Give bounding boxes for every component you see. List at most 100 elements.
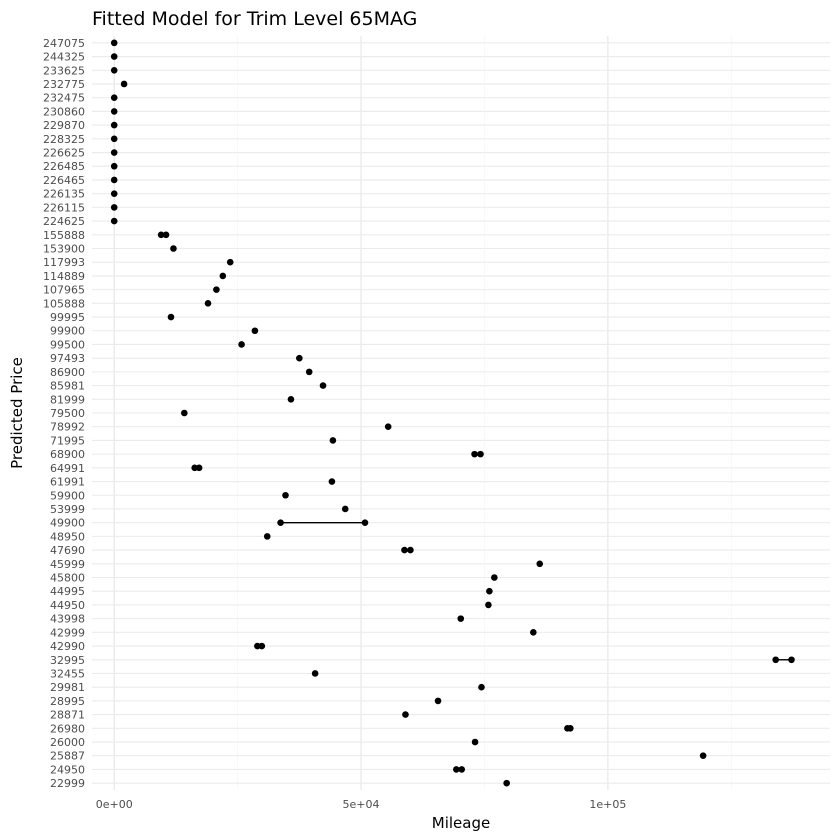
chart-title: Fitted Model for Trim Level 65MAG <box>92 8 417 30</box>
y-tick-label: 53999 <box>50 503 85 516</box>
y-tick-label: 79500 <box>50 407 85 420</box>
data-point <box>305 368 313 376</box>
data-point <box>167 313 175 321</box>
data-point <box>110 149 118 156</box>
y-tick-label: 153900 <box>43 242 85 255</box>
y-tick-label: 233625 <box>43 64 85 77</box>
y-tick-label: 232775 <box>43 78 85 91</box>
y-tick-label: 230860 <box>43 105 85 118</box>
data-point <box>530 629 537 636</box>
x-tick-label: 5e+04 <box>343 798 380 811</box>
y-tick-label: 244325 <box>43 51 85 64</box>
data-point <box>287 395 295 403</box>
data-point <box>296 354 303 362</box>
y-tick-label: 59900 <box>50 489 85 502</box>
y-tick-label: 44950 <box>50 599 85 612</box>
x-tick-label: 1e+05 <box>589 798 626 811</box>
data-point <box>477 450 484 458</box>
y-tick-label: 155888 <box>43 229 85 242</box>
y-tick-label: 48950 <box>50 530 85 543</box>
y-tick-label: 28871 <box>50 709 85 722</box>
data-point <box>485 601 492 609</box>
y-tick-label: 45800 <box>50 572 85 585</box>
data-point <box>503 779 510 787</box>
y-tick-label: 99995 <box>50 311 85 324</box>
y-axis-label: Predicted Price <box>8 357 26 469</box>
y-tick-label: 78992 <box>50 421 85 434</box>
data-point <box>699 752 707 760</box>
data-point <box>384 423 392 431</box>
y-tick-label: 43998 <box>50 613 85 626</box>
data-point <box>238 341 245 348</box>
grid <box>92 36 830 790</box>
data-point <box>110 66 118 74</box>
data-point <box>110 53 118 60</box>
data-point <box>453 766 460 773</box>
y-tick-label: 64991 <box>50 462 85 475</box>
data-point <box>457 615 465 622</box>
y-tick-label: 24950 <box>50 763 85 776</box>
y-tick-label: 22999 <box>50 777 85 790</box>
y-tick-label: 226485 <box>43 160 85 173</box>
data-point <box>402 711 409 718</box>
y-tick-label: 68900 <box>50 448 85 461</box>
y-tick-label: 226625 <box>43 147 85 160</box>
y-tick-label: 32995 <box>50 654 85 667</box>
data-point <box>110 176 118 184</box>
y-tick-label: 28995 <box>50 695 85 708</box>
data-point <box>478 683 485 691</box>
y-tick-label: 99500 <box>50 338 85 351</box>
y-tick-label: 232475 <box>43 92 85 105</box>
data-point <box>204 300 212 307</box>
y-tick-label: 47690 <box>50 544 85 557</box>
y-tick-label: 86900 <box>50 366 85 379</box>
y-tick-label: 81999 <box>50 393 85 406</box>
data-point <box>251 327 259 335</box>
y-tick-label: 45999 <box>50 558 85 571</box>
y-tick-label: 226135 <box>43 188 85 201</box>
y-tick-label: 32455 <box>50 667 85 680</box>
y-tick-label: 42990 <box>50 640 85 653</box>
data-point <box>110 162 118 170</box>
data-points <box>110 39 795 787</box>
y-tick-label: 61991 <box>50 476 85 489</box>
data-point <box>162 231 170 239</box>
data-point <box>311 670 319 677</box>
y-tick-label: 117993 <box>43 256 85 269</box>
y-axis-ticks: 2299924950258872600026980288712899529981… <box>43 37 85 790</box>
data-point <box>219 272 227 280</box>
y-tick-label: 71995 <box>50 434 85 447</box>
y-tick-label: 226465 <box>43 174 85 187</box>
data-point <box>195 464 203 472</box>
data-point <box>263 533 271 540</box>
data-point <box>110 204 118 211</box>
data-point <box>471 450 478 458</box>
y-tick-label: 228325 <box>43 133 85 146</box>
data-point <box>110 135 118 143</box>
data-point <box>491 574 498 581</box>
data-point <box>329 437 337 444</box>
x-axis-ticks: 0e+00 5e+04 1e+05 <box>96 798 627 811</box>
y-tick-label: 224625 <box>43 215 85 228</box>
y-tick-label: 26000 <box>50 736 85 749</box>
data-point <box>567 725 574 732</box>
data-point <box>471 738 479 746</box>
data-point <box>341 505 349 513</box>
y-tick-label: 229870 <box>43 119 85 132</box>
y-tick-label: 247075 <box>43 37 85 50</box>
data-point <box>170 245 177 252</box>
data-point <box>181 409 188 417</box>
data-point <box>772 656 779 664</box>
x-tick-label: 0e+00 <box>96 798 133 811</box>
data-point <box>213 286 220 293</box>
data-point <box>110 121 118 129</box>
y-tick-label: 26980 <box>50 722 85 735</box>
data-point <box>536 560 544 568</box>
y-tick-label: 42999 <box>50 626 85 639</box>
data-point <box>157 231 165 239</box>
data-point <box>319 382 327 389</box>
data-point <box>361 519 369 526</box>
x-axis-label: Mileage <box>432 814 490 832</box>
data-point <box>458 766 466 773</box>
